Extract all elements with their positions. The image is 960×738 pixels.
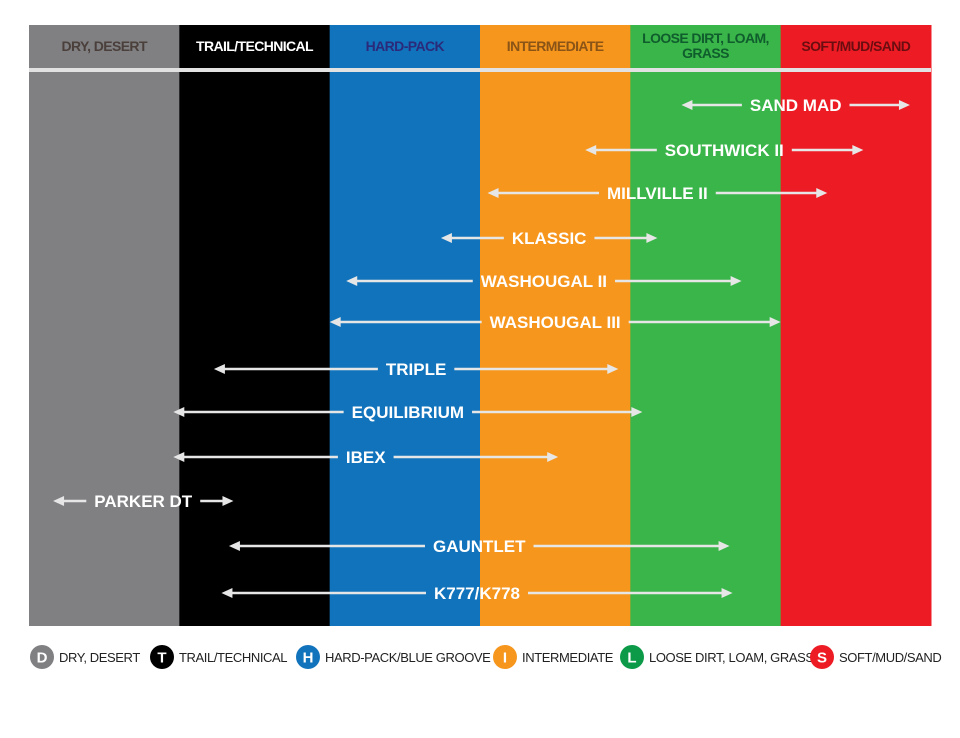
tire-label: WASHOUGAL II bbox=[481, 272, 607, 291]
column-header: LOOSE DIRT, LOAM, bbox=[642, 30, 769, 46]
tire-label: TRIPLE bbox=[386, 360, 446, 379]
legend-s-icon bbox=[810, 645, 834, 669]
legend-label: HARD-PACK/BLUE GROOVE bbox=[325, 650, 491, 665]
legend-label: DRY, DESERT bbox=[59, 650, 140, 665]
arrowhead-left-icon bbox=[681, 100, 693, 110]
legend-icon-letter: D bbox=[37, 650, 48, 667]
tire-label: IBEX bbox=[346, 448, 386, 467]
arrowhead-left-icon bbox=[346, 276, 358, 286]
column-header: TRAIL/TECHNICAL bbox=[196, 38, 314, 54]
header-divider bbox=[29, 68, 931, 72]
arrowhead-left-icon bbox=[213, 364, 225, 374]
terrain-column bbox=[630, 25, 782, 626]
arrowhead-left-icon bbox=[173, 407, 185, 417]
column-header: HARD-PACK bbox=[366, 38, 445, 54]
legend-icon-letter: T bbox=[157, 650, 166, 667]
column-header: DRY, DESERT bbox=[61, 38, 148, 54]
legend-t-icon bbox=[150, 645, 174, 669]
terrain-column bbox=[480, 25, 631, 626]
terrain-column bbox=[329, 25, 481, 626]
tire-label: PARKER DT bbox=[94, 492, 193, 511]
tire-label: KLASSIC bbox=[512, 229, 587, 248]
arrowhead-right-icon bbox=[721, 588, 733, 598]
arrowhead-right-icon bbox=[631, 407, 643, 417]
arrowhead-right-icon bbox=[769, 317, 781, 327]
legend-label: INTERMEDIATE bbox=[522, 650, 614, 665]
arrowhead-left-icon bbox=[228, 541, 240, 551]
arrowhead-right-icon bbox=[718, 541, 730, 551]
legend-icon-letter: L bbox=[627, 650, 636, 667]
tire-label: SOUTHWICK II bbox=[665, 141, 784, 160]
arrowhead-right-icon bbox=[852, 145, 864, 155]
arrowhead-left-icon bbox=[440, 233, 452, 243]
legend-icon-letter: I bbox=[503, 650, 507, 667]
arrowhead-left-icon bbox=[53, 496, 65, 506]
arrowhead-left-icon bbox=[487, 188, 499, 198]
tire-label: WASHOUGAL III bbox=[490, 313, 621, 332]
legend-h-icon bbox=[296, 645, 320, 669]
arrowhead-left-icon bbox=[173, 452, 185, 462]
legend-d-icon bbox=[30, 645, 54, 669]
terrain-column bbox=[29, 25, 180, 626]
arrowhead-right-icon bbox=[730, 276, 742, 286]
arrowhead-left-icon bbox=[329, 317, 341, 327]
column-header: INTERMEDIATE bbox=[507, 38, 604, 54]
tire-label: EQUILIBRIUM bbox=[352, 403, 464, 422]
legend-icon-letter: S bbox=[817, 650, 827, 667]
terrain-column bbox=[780, 25, 932, 626]
legend-l-icon bbox=[620, 645, 644, 669]
arrowhead-right-icon bbox=[898, 100, 910, 110]
terrain-column bbox=[179, 25, 331, 626]
tire-label: SAND MAD bbox=[750, 96, 842, 115]
arrowhead-right-icon bbox=[547, 452, 559, 462]
arrowhead-right-icon bbox=[607, 364, 619, 374]
column-header: GRASS bbox=[682, 45, 729, 61]
legend-label: TRAIL/TECHNICAL bbox=[179, 650, 287, 665]
legend-i-icon bbox=[493, 645, 517, 669]
arrowhead-left-icon bbox=[585, 145, 597, 155]
column-header: SOFT/MUD/SAND bbox=[801, 38, 910, 54]
legend-label: LOOSE DIRT, LOAM, GRASS bbox=[649, 650, 814, 665]
arrowhead-right-icon bbox=[816, 188, 828, 198]
tire-label: GAUNTLET bbox=[433, 537, 526, 556]
legend-icon-letter: H bbox=[303, 650, 314, 667]
arrowhead-right-icon bbox=[646, 233, 658, 243]
tire-label: K777/K778 bbox=[434, 584, 520, 603]
arrowhead-right-icon bbox=[222, 496, 234, 506]
tire-label: MILLVILLE II bbox=[607, 184, 708, 203]
legend-label: SOFT/MUD/SAND bbox=[839, 650, 941, 665]
arrowhead-left-icon bbox=[221, 588, 233, 598]
